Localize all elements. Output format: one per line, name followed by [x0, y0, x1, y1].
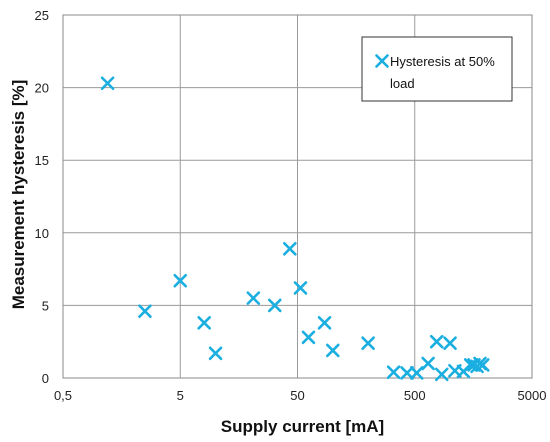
- data-point: [173, 273, 188, 288]
- x-tick-label: 500: [404, 388, 426, 403]
- x-tick-label: 5000: [518, 388, 547, 403]
- y-tick-label: 25: [35, 8, 49, 23]
- y-tick-label: 15: [35, 153, 49, 168]
- data-points: [100, 76, 490, 382]
- legend-label-line-2: load: [390, 76, 415, 91]
- data-point: [325, 343, 340, 358]
- x-axis-title: Supply current [mA]: [221, 417, 384, 436]
- x-tick-label: 5: [177, 388, 184, 403]
- data-point: [400, 366, 414, 380]
- data-point: [475, 358, 490, 372]
- y-tick-label: 20: [35, 81, 49, 96]
- y-tick-label: 0: [42, 371, 49, 386]
- y-tick-label: 5: [42, 298, 49, 313]
- data-point: [197, 316, 211, 330]
- data-point: [301, 330, 316, 345]
- data-point: [317, 316, 332, 330]
- y-tick-labels: 0 5 10 15 20 25: [35, 8, 49, 386]
- legend-box: [361, 36, 513, 102]
- data-point: [293, 281, 308, 295]
- data-point: [409, 366, 424, 380]
- legend-label-line-1: Hysteresis at 50%: [390, 54, 495, 69]
- x-tick-label: 0,5: [54, 388, 72, 403]
- data-point: [283, 241, 297, 256]
- data-point: [421, 356, 435, 371]
- x-tick-labels: 0,5 5 50 500 5000: [54, 388, 547, 403]
- data-point: [386, 365, 401, 379]
- data-point: [429, 334, 444, 349]
- plot-frame: [62, 14, 533, 379]
- data-point: [434, 367, 449, 382]
- data-point: [443, 336, 457, 350]
- legend-x-marker: [375, 54, 389, 68]
- data-point: [138, 304, 152, 319]
- y-axis-title: Measurement hysteresis [%]: [9, 80, 28, 310]
- x-tick-label: 50: [290, 388, 304, 403]
- legend: Hysteresis at 50% load: [361, 36, 513, 102]
- data-point: [267, 298, 282, 313]
- data-point: [208, 346, 223, 361]
- data-point: [246, 291, 261, 305]
- data-point: [100, 76, 115, 91]
- y-tick-label: 10: [35, 226, 49, 241]
- legend-marker-x-icon: [375, 54, 389, 68]
- data-point: [361, 336, 375, 350]
